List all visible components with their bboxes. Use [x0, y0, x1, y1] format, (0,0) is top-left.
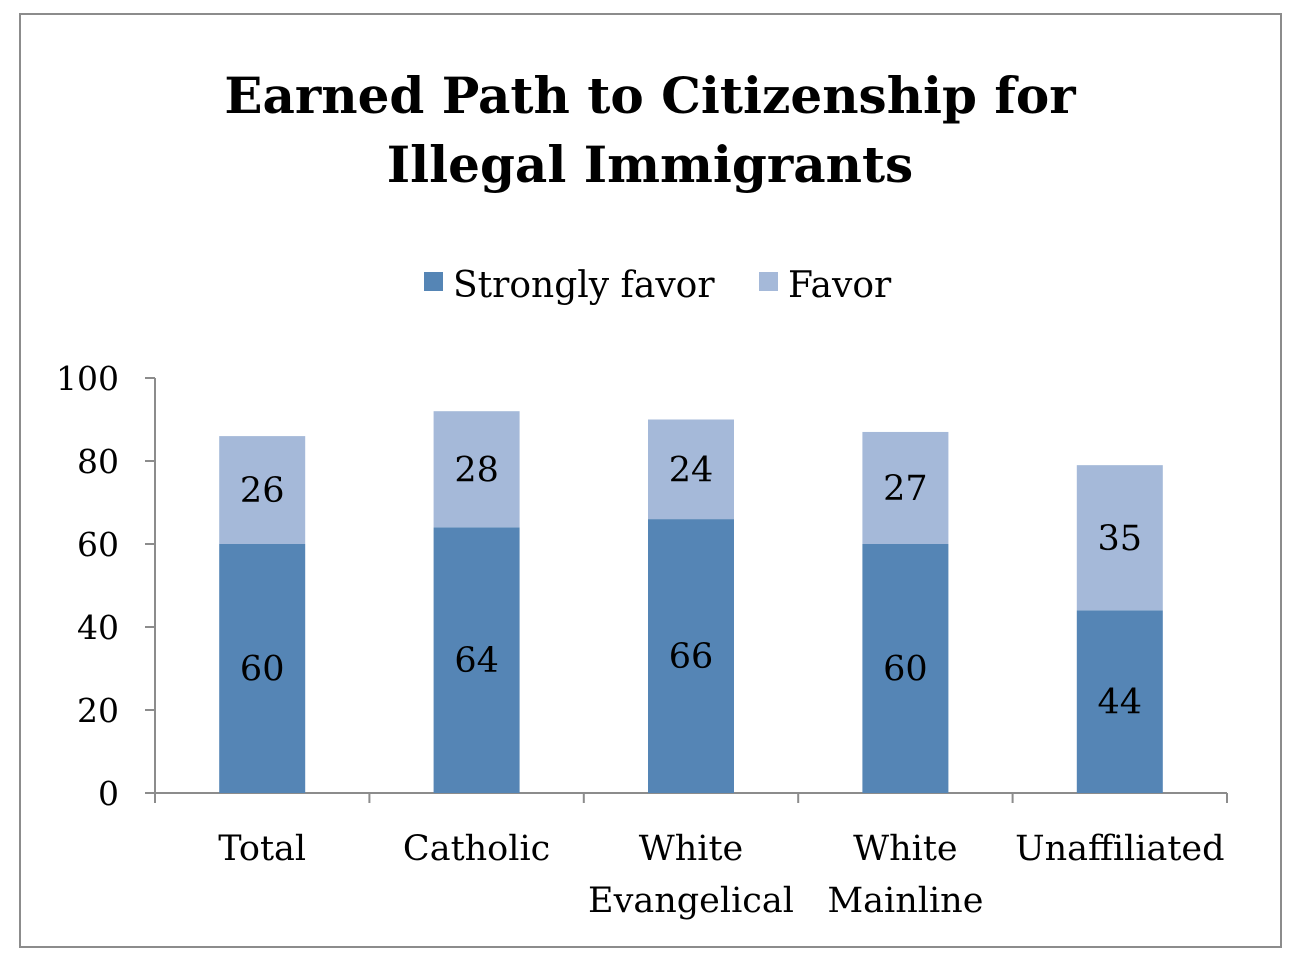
chart-category-labels: Total Catholic White Evangelical White Mainli… [218, 829, 1224, 921]
x-category-label: White [853, 829, 958, 869]
chart-data-labels: 60 26 64 28 66 24 60 27 44 35 [240, 450, 1142, 722]
data-label: 60 [240, 650, 285, 690]
legend-swatch-2 [759, 272, 778, 291]
legend-swatch-1 [424, 272, 443, 291]
data-label: 28 [454, 450, 499, 490]
data-label: 26 [240, 471, 285, 511]
bar-segment [433, 527, 520, 793]
x-category-label: Mainline [827, 881, 983, 921]
data-label: 44 [1098, 683, 1143, 723]
y-tick-label: 0 [98, 774, 119, 813]
bar-segment [862, 431, 949, 544]
chart-title-line-2: Illegal Immigrants [387, 135, 913, 194]
x-category-label: Unaffiliated [1015, 829, 1224, 869]
data-label: 35 [1098, 519, 1143, 559]
legend-label-1: Strongly favor [453, 265, 715, 306]
bar-segment [1076, 465, 1163, 611]
y-tick-label: 60 [77, 525, 119, 564]
data-label: 24 [669, 450, 714, 490]
bar-segment [219, 436, 306, 544]
data-label: 66 [669, 637, 714, 677]
chart-title-line-1: Earned Path to Citizenship for [224, 66, 1076, 125]
chart-axes: 0 20 40 60 80 100 [56, 359, 1228, 813]
bar-segment [1076, 610, 1163, 793]
chart-title: Earned Path to Citizenship for Illegal Im… [224, 66, 1076, 194]
y-tick-label: 40 [77, 608, 119, 647]
y-tick-label: 20 [77, 691, 119, 730]
x-category-label: White [639, 829, 744, 869]
x-category-label: Total [218, 829, 306, 869]
data-label: 27 [883, 469, 928, 509]
data-label: 64 [454, 641, 499, 681]
legend-label-2: Favor [788, 265, 892, 306]
chart-legend: Strongly favor Favor [424, 265, 892, 306]
y-tick-label: 80 [77, 442, 119, 481]
x-category-label: Catholic [403, 829, 550, 869]
chart-bars [219, 411, 1163, 793]
y-tick-label: 100 [56, 359, 119, 398]
bar-segment [219, 544, 306, 793]
data-label: 60 [883, 650, 928, 690]
x-category-label: Evangelical [588, 881, 794, 921]
bar-segment [648, 419, 734, 520]
bar-segment [862, 544, 949, 793]
bar-segment [433, 411, 520, 528]
bar-segment [648, 519, 734, 793]
